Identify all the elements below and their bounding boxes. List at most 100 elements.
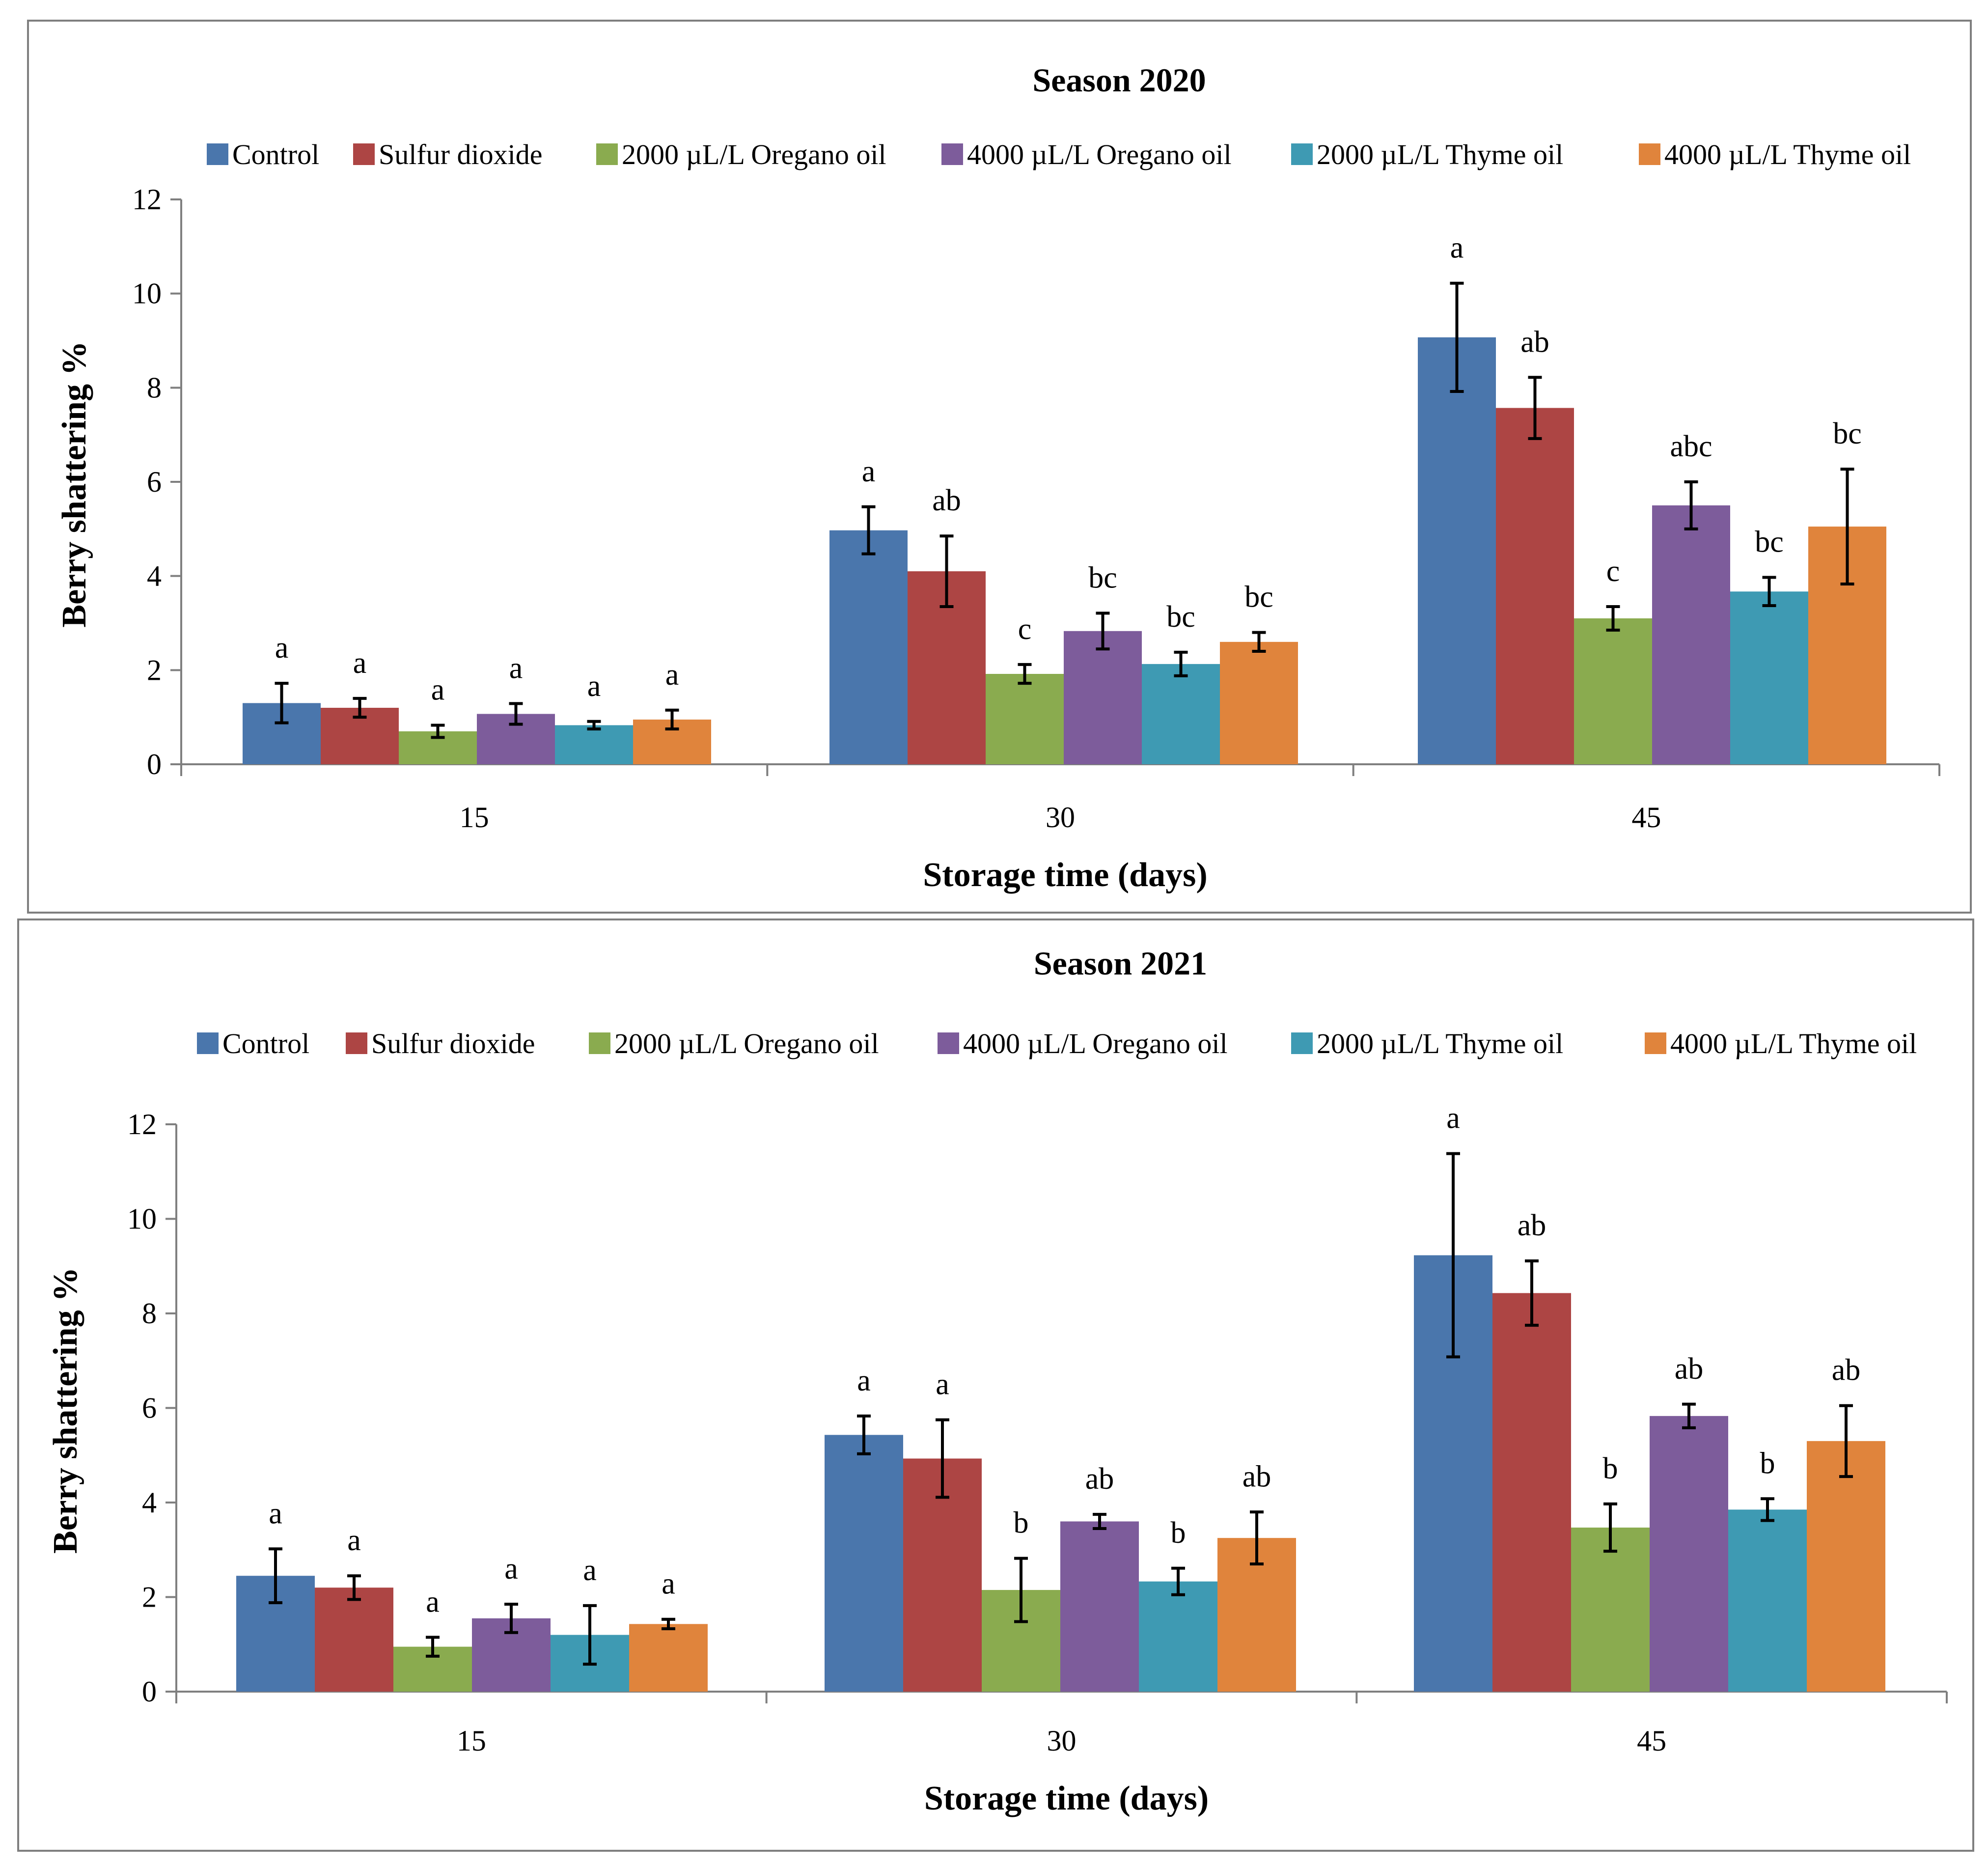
bar bbox=[986, 674, 1064, 764]
bar bbox=[555, 725, 633, 764]
significance-letter: a bbox=[1446, 1102, 1460, 1135]
significance-letter: a bbox=[353, 646, 367, 680]
legend-label-3: 2000 µL/L Oregano oil bbox=[614, 1028, 879, 1059]
significance-letter: c bbox=[1606, 555, 1620, 588]
bar bbox=[1220, 641, 1298, 764]
legend-label-6: 4000 µL/L Thyme oil bbox=[1664, 139, 1911, 170]
significance-letter: bc bbox=[1166, 600, 1195, 634]
significance-letter: b bbox=[1760, 1447, 1775, 1480]
legend-label-2: Sulfur dioxide bbox=[379, 139, 542, 170]
significance-letter: a bbox=[665, 658, 679, 692]
y-tick-label: 4 bbox=[142, 1486, 157, 1519]
bar bbox=[1139, 1581, 1217, 1692]
x-tick-label: 45 bbox=[1637, 1725, 1666, 1757]
bar bbox=[829, 530, 908, 764]
significance-letter: a bbox=[857, 1364, 871, 1397]
bar bbox=[1574, 618, 1652, 764]
x-tick-label: 30 bbox=[1047, 1725, 1077, 1757]
bar bbox=[825, 1435, 903, 1692]
y-axis-title: Berry shattering % bbox=[55, 341, 93, 627]
significance-letter: abc bbox=[1670, 430, 1712, 463]
significance-letter: ab bbox=[1242, 1460, 1271, 1493]
chart-title: Season 2021 bbox=[1034, 945, 1207, 982]
y-axis-title: Berry shattering % bbox=[47, 1267, 84, 1554]
bar bbox=[1650, 1416, 1728, 1692]
significance-letter: b bbox=[1603, 1452, 1618, 1485]
legend-swatch-1 bbox=[197, 1032, 219, 1054]
significance-letter: ab bbox=[1518, 1209, 1546, 1242]
significance-letter: bc bbox=[1833, 417, 1862, 450]
legend-swatch-5 bbox=[1291, 1032, 1313, 1054]
significance-letter: ab bbox=[1520, 325, 1549, 359]
bar bbox=[1728, 1509, 1807, 1692]
legend-swatch-3 bbox=[596, 143, 618, 165]
bar bbox=[1652, 505, 1730, 764]
significance-letter: ab bbox=[1832, 1354, 1861, 1387]
legend-label-6: 4000 µL/L Thyme oil bbox=[1670, 1028, 1917, 1059]
significance-letter: a bbox=[583, 1554, 597, 1587]
y-tick-label: 12 bbox=[132, 183, 162, 216]
x-tick-label: 45 bbox=[1631, 801, 1661, 834]
legend-label-1: Control bbox=[232, 139, 319, 170]
legend-swatch-4 bbox=[941, 143, 963, 165]
significance-letter: a bbox=[862, 455, 876, 488]
significance-letter: b bbox=[1014, 1506, 1029, 1540]
significance-letter: a bbox=[509, 651, 523, 685]
chart-title: Season 2020 bbox=[1032, 61, 1206, 99]
significance-letter: ab bbox=[1085, 1462, 1114, 1496]
y-tick-label: 8 bbox=[142, 1297, 157, 1330]
bar bbox=[629, 1624, 708, 1692]
legend-swatch-4 bbox=[938, 1032, 959, 1054]
y-tick-label: 6 bbox=[142, 1392, 157, 1424]
legend-swatch-2 bbox=[346, 1032, 367, 1054]
bar bbox=[1142, 664, 1220, 764]
significance-letter: bc bbox=[1088, 561, 1117, 594]
bar bbox=[1496, 408, 1574, 764]
significance-letter: a bbox=[275, 631, 289, 665]
x-tick-label: 15 bbox=[460, 801, 489, 834]
legend-swatch-3 bbox=[589, 1032, 610, 1054]
y-tick-label: 12 bbox=[127, 1108, 157, 1141]
legend-label-3: 2000 µL/L Oregano oil bbox=[622, 139, 886, 170]
significance-letter: c bbox=[1018, 612, 1032, 646]
significance-letter: a bbox=[269, 1497, 282, 1530]
y-tick-label: 0 bbox=[142, 1675, 157, 1708]
legend-label-4: 4000 µL/L Oregano oil bbox=[963, 1028, 1228, 1059]
significance-letter: a bbox=[936, 1368, 949, 1401]
chart-panel-season-2021: Season 2021 Control Sulfur dioxide 2000 µL/… bbox=[17, 919, 1974, 1852]
bar bbox=[1418, 337, 1496, 764]
bar bbox=[315, 1587, 393, 1692]
y-tick-label: 8 bbox=[147, 371, 162, 404]
legend-label-5: 2000 µL/L Thyme oil bbox=[1317, 139, 1563, 170]
chart-season-2020: Season 2020 Control Sulfur dioxide 2000 µL/… bbox=[55, 61, 1940, 894]
chart-panel-season-2020: Season 2020 Control Sulfur dioxide 2000 µL/… bbox=[27, 20, 1972, 914]
bar bbox=[1807, 1441, 1885, 1692]
significance-letter: ab bbox=[932, 484, 961, 517]
y-tick-label: 2 bbox=[142, 1581, 157, 1614]
significance-letter: a bbox=[504, 1552, 518, 1586]
y-tick-label: 2 bbox=[147, 654, 162, 686]
significance-letter: a bbox=[426, 1585, 440, 1618]
legend-swatch-2 bbox=[353, 143, 375, 165]
bar bbox=[1064, 631, 1142, 764]
significance-letter: ab bbox=[1675, 1352, 1704, 1386]
y-tick-label: 10 bbox=[132, 278, 162, 310]
chart-season-2021: Season 2021 Control Sulfur dioxide 2000 µL/… bbox=[47, 945, 1948, 1817]
legend-swatch-6 bbox=[1639, 143, 1660, 165]
y-tick-label: 0 bbox=[147, 748, 162, 780]
significance-letter: a bbox=[347, 1524, 361, 1557]
significance-letter: a bbox=[662, 1567, 675, 1601]
significance-letter: a bbox=[431, 673, 445, 706]
bar bbox=[1730, 591, 1808, 764]
significance-letter: bc bbox=[1755, 526, 1784, 559]
legend-label-4: 4000 µL/L Oregano oil bbox=[967, 139, 1232, 170]
x-tick-label: 15 bbox=[457, 1725, 486, 1757]
y-tick-label: 4 bbox=[147, 560, 162, 592]
legend-label-2: Sulfur dioxide bbox=[371, 1028, 535, 1059]
y-tick-label: 6 bbox=[147, 466, 162, 498]
legend-swatch-1 bbox=[207, 143, 228, 165]
significance-letter: bc bbox=[1244, 581, 1273, 614]
x-axis-title: Storage time (days) bbox=[924, 1780, 1209, 1817]
significance-letter: b bbox=[1171, 1516, 1186, 1550]
x-tick-label: 30 bbox=[1046, 801, 1075, 834]
